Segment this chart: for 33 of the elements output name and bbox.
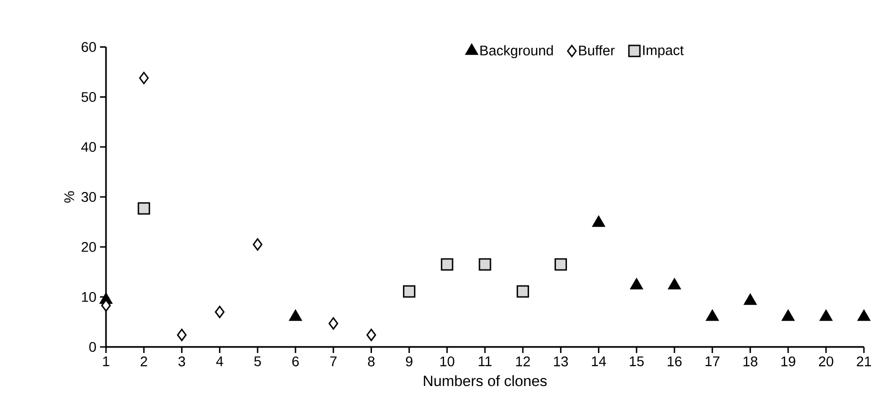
- x-tick-label: 2: [140, 356, 148, 366]
- y-tick-label: 20: [82, 242, 96, 252]
- x-tick-label: 16: [668, 356, 682, 366]
- x-tick-label: 3: [178, 356, 186, 366]
- x-tick-label: 17: [706, 356, 720, 366]
- x-tick-label: 10: [440, 356, 454, 366]
- y-tick-label: 0: [89, 342, 96, 352]
- x-tick-label: 12: [516, 356, 530, 366]
- x-tick-label: 1: [103, 356, 110, 366]
- x-tick-label: 14: [592, 356, 606, 366]
- y-tick-label: 10: [82, 292, 96, 302]
- x-tick-label: 19: [781, 356, 796, 366]
- y-tick-label: 30: [82, 192, 96, 202]
- x-axis-title: Numbers of clones: [424, 375, 547, 386]
- x-tick-label: 11: [478, 356, 492, 366]
- y-axis-title: %: [64, 191, 74, 203]
- x-tick-label: 21: [856, 356, 871, 366]
- x-tick-label: 20: [818, 356, 834, 366]
- legend-label: Impact: [643, 45, 684, 58]
- x-tick-label: 5: [254, 356, 261, 366]
- y-tick-label: 40: [81, 142, 96, 152]
- x-tick-label: 7: [330, 356, 337, 366]
- x-tick-label: 15: [630, 356, 644, 366]
- x-tick-label: 4: [216, 356, 224, 366]
- x-tick-label: 18: [744, 356, 758, 366]
- y-tick-label: 50: [82, 92, 96, 102]
- legend-label: Buffer: [579, 45, 615, 56]
- legend-label: Background: [480, 45, 553, 58]
- y-tick-label: 60: [82, 42, 96, 52]
- x-tick-label: 6: [292, 356, 299, 366]
- x-tick-label: 8: [368, 356, 375, 366]
- x-tick-label: 9: [406, 356, 412, 366]
- x-tick-label: 13: [554, 356, 568, 366]
